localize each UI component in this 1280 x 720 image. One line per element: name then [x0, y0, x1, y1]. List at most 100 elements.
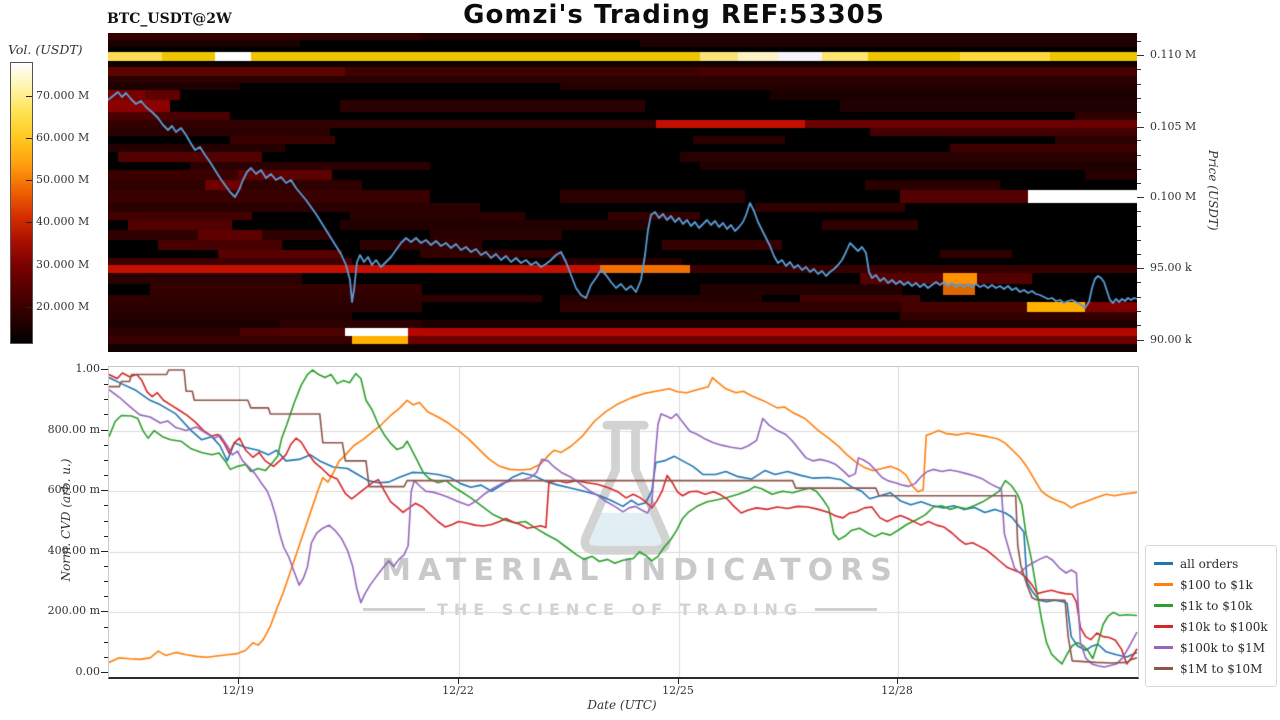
legend-item: all orders	[1154, 553, 1268, 574]
legend-line-swatch	[1154, 646, 1173, 649]
legend-label: $10k to $100k	[1180, 619, 1268, 634]
legend-label: all orders	[1180, 556, 1239, 571]
legend-item: $1k to $10k	[1154, 595, 1268, 616]
price-minor-tick	[1137, 297, 1141, 298]
cvd-y-tick-label: 400.00 m	[47, 544, 100, 557]
liquidity-heatmap-canvas	[108, 33, 1137, 352]
cvd-minor-tick	[104, 536, 108, 537]
legend-line-swatch	[1154, 562, 1173, 565]
price-major-tick	[1137, 197, 1144, 198]
price-tick-label: 0.105 M	[1150, 120, 1197, 133]
legend-label: $1k to $10k	[1180, 598, 1253, 613]
price-minor-tick	[1137, 282, 1141, 283]
price-minor-tick	[1137, 183, 1141, 184]
legend-item: $100k to $1M	[1154, 637, 1268, 658]
cvd-minor-tick	[104, 475, 108, 476]
cvd-major-tick	[101, 490, 108, 491]
cvd-x-tick-label: 12/19	[222, 684, 254, 697]
colorbar-title: Vol. (USDT)	[8, 42, 83, 57]
price-minor-tick	[1137, 311, 1141, 312]
price-minor-tick	[1137, 98, 1141, 99]
cvd-minor-tick	[104, 581, 108, 582]
cvd-minor-tick	[104, 460, 108, 461]
cvd-plot-area	[108, 366, 1139, 679]
volume-colorbar	[10, 62, 33, 344]
legend-line-swatch	[1154, 625, 1173, 628]
page-title: Gomzi's Trading REF:53305	[463, 0, 885, 30]
legend-label: $1M to $10M	[1180, 661, 1263, 676]
cvd-minor-tick	[104, 414, 108, 415]
price-minor-tick	[1137, 41, 1141, 42]
price-tick-label: 95.00 k	[1150, 261, 1192, 274]
cvd-major-tick	[101, 611, 108, 612]
price-major-tick	[1137, 340, 1144, 341]
cvd-minor-tick	[104, 627, 108, 628]
legend: all orders $100 to $1k $1k to $10k $10k to …	[1145, 545, 1277, 687]
cvd-x-tick	[458, 678, 459, 684]
colorbar-tick-label: 60.000 M	[36, 131, 90, 144]
price-major-tick	[1137, 127, 1144, 128]
legend-line-swatch	[1154, 667, 1173, 670]
cvd-y-tick-label: 600.00 m	[47, 483, 100, 496]
cvd-minor-tick	[104, 384, 108, 385]
price-minor-tick	[1137, 84, 1141, 85]
price-minor-tick	[1137, 69, 1141, 70]
legend-line-swatch	[1154, 604, 1173, 607]
legend-label: $100 to $1k	[1180, 577, 1253, 592]
cvd-minor-tick	[104, 399, 108, 400]
cvd-minor-tick	[104, 596, 108, 597]
price-minor-tick	[1137, 112, 1141, 113]
cvd-major-tick	[101, 672, 108, 673]
legend-label: $100k to $1M	[1180, 640, 1266, 655]
cvd-minor-tick	[104, 505, 108, 506]
price-minor-tick	[1137, 325, 1141, 326]
price-minor-tick	[1137, 226, 1141, 227]
price-tick-label: 90.00 k	[1150, 333, 1192, 346]
price-minor-tick	[1137, 254, 1141, 255]
colorbar-tick-label: 50.000 M	[36, 173, 90, 186]
price-minor-tick	[1137, 211, 1141, 212]
price-major-tick	[1137, 268, 1144, 269]
cvd-minor-tick	[104, 445, 108, 446]
date-axis-label: Date (UTC)	[587, 698, 657, 712]
price-tick-label: 0.110 M	[1150, 48, 1197, 61]
colorbar-tick	[26, 307, 32, 308]
legend-item: $10k to $100k	[1154, 616, 1268, 637]
legend-line-swatch	[1154, 583, 1173, 586]
cvd-major-tick	[101, 551, 108, 552]
price-major-tick	[1137, 55, 1144, 56]
legend-item: $1M to $10M	[1154, 658, 1268, 679]
price-tick-label: 0.100 M	[1150, 190, 1197, 203]
cvd-y-tick-label: 0.00	[75, 665, 101, 678]
colorbar-tick	[26, 180, 32, 181]
price-axis-label: Price (USDT)	[1206, 150, 1220, 231]
cvd-y-tick-label: 800.00 m	[47, 423, 100, 436]
cvd-major-tick	[101, 430, 108, 431]
colorbar-tick-label: 40.000 M	[36, 215, 90, 228]
cvd-lines-canvas	[109, 367, 1138, 677]
cvd-minor-tick	[104, 657, 108, 658]
cvd-x-tick-label: 12/22	[442, 684, 474, 697]
colorbar-tick-label: 20.000 M	[36, 300, 90, 313]
cvd-y-axis-label: Norm. CVD (arb. u.)	[59, 458, 73, 582]
legend-item: $100 to $1k	[1154, 574, 1268, 595]
price-minor-tick	[1137, 140, 1141, 141]
colorbar-tick	[26, 96, 32, 97]
price-minor-tick	[1137, 169, 1141, 170]
colorbar-tick	[26, 265, 32, 266]
colorbar-tick	[26, 138, 32, 139]
cvd-x-tick-label: 12/28	[881, 684, 913, 697]
cvd-major-tick	[101, 369, 108, 370]
cvd-x-tick	[238, 678, 239, 684]
cvd-x-tick	[897, 678, 898, 684]
cvd-y-tick-label: 1.00	[75, 362, 101, 375]
cvd-minor-tick	[104, 521, 108, 522]
instrument-label: BTC_USDT@2W	[107, 11, 232, 27]
cvd-minor-tick	[104, 642, 108, 643]
cvd-minor-tick	[104, 566, 108, 567]
colorbar-tick-label: 70.000 M	[36, 89, 90, 102]
price-minor-tick	[1137, 240, 1141, 241]
cvd-x-tick-label: 12/25	[662, 684, 694, 697]
cvd-x-tick	[678, 678, 679, 684]
